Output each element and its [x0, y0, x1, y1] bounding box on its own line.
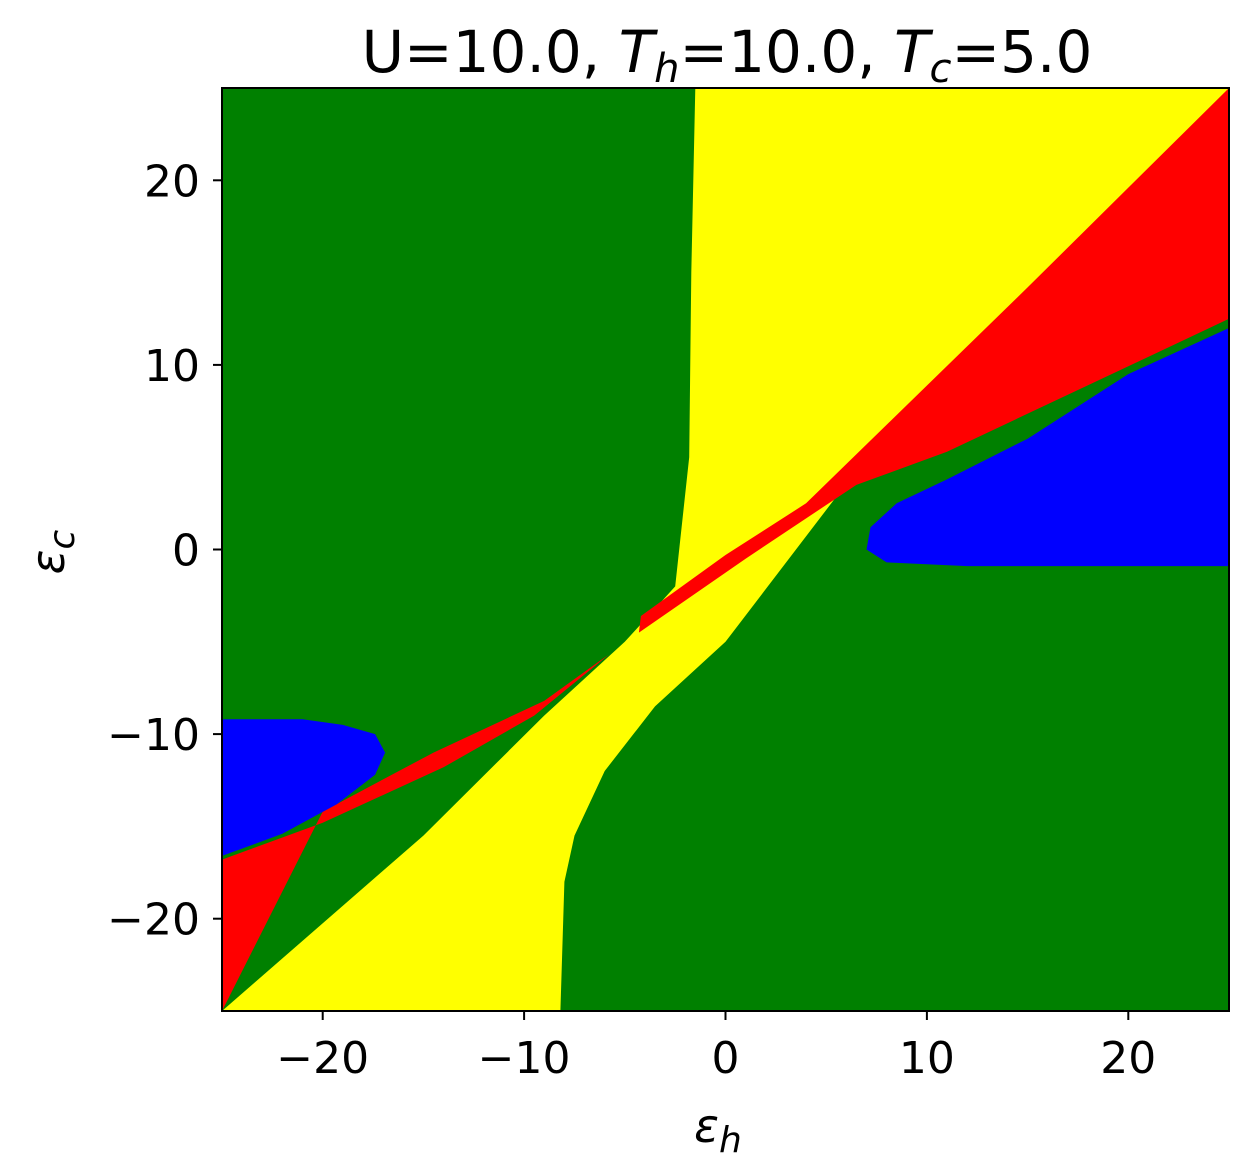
- chart-title: U=10.0, Th=10.0, Tc=5.0: [362, 18, 1093, 92]
- y-tick-label: −20: [107, 895, 200, 946]
- heatmap-region-red-1: [638, 88, 1229, 633]
- x-tick-label: 0: [712, 1033, 740, 1084]
- heatmap-plot-area: [222, 88, 1229, 1011]
- y-tick-label: 20: [144, 156, 200, 207]
- heatmap-region-red-2: [222, 654, 609, 1011]
- y-tick-label: 0: [172, 526, 200, 577]
- x-axis-label: εh: [694, 1099, 742, 1161]
- y-axis-label-symbol: ε: [21, 549, 75, 574]
- y-axis-label: εc: [21, 529, 83, 574]
- title-th-symbol: T: [619, 18, 659, 86]
- heatmap-region-blue-4: [222, 719, 386, 856]
- y-axis-ticks: −20 −10 0 10 20: [107, 156, 222, 946]
- heatmap-regions: [222, 88, 1229, 1011]
- y-axis-label-subscript: c: [42, 529, 83, 549]
- title-tc-symbol: T: [894, 18, 934, 86]
- title-th-subscript: h: [654, 46, 679, 92]
- title-tc-subscript: c: [930, 46, 952, 92]
- y-tick-label: 10: [144, 341, 200, 392]
- x-axis-label-subscript: h: [719, 1120, 742, 1161]
- x-tick-label: 20: [1100, 1033, 1156, 1084]
- x-tick-label: −20: [276, 1033, 369, 1084]
- x-tick-label: 10: [899, 1033, 955, 1084]
- heatmap-region-yellow-0: [222, 88, 1229, 1011]
- y-tick-label: −10: [107, 710, 200, 761]
- title-tc-value: =5.0: [952, 18, 1093, 86]
- heatmap-region-blue-3: [866, 328, 1229, 567]
- x-axis-ticks: −20 −10 0 10 20: [276, 1011, 1156, 1084]
- title-th-value: =10.0,: [679, 18, 894, 86]
- x-tick-label: −10: [478, 1033, 571, 1084]
- x-axis-label-symbol: ε: [694, 1099, 719, 1153]
- title-u-part: U=10.0,: [362, 18, 619, 86]
